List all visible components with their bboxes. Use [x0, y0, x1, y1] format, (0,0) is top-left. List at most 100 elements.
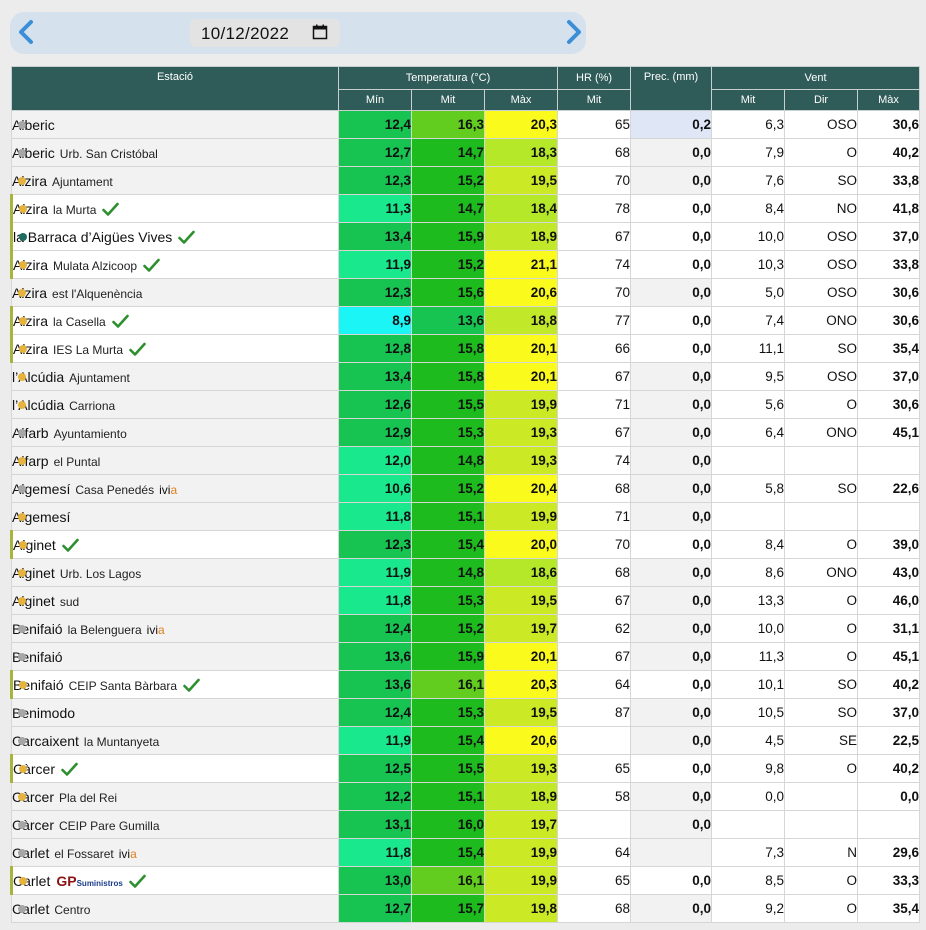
- temp-max-header[interactable]: Màx: [483, 89, 559, 111]
- temp-max-cell: 19,3: [483, 418, 559, 447]
- table-row[interactable]: Algemesí 11,8 15,1 19,9 71 0,0: [11, 502, 921, 531]
- table-row[interactable]: Alberic Urb. San Cristóbal 12,7 14,7 18,3 68 0…: [11, 138, 921, 167]
- temp-avg-header[interactable]: Mit: [411, 89, 485, 111]
- humidity-cell: 68: [557, 474, 632, 503]
- table-row[interactable]: Carcaixent la Muntanyeta 11,9 15,4 20,6 0,0 4,…: [11, 726, 921, 755]
- station-cell[interactable]: Càrcer CEIP Pare Gumilla: [11, 810, 339, 839]
- station-name[interactable]: Algemesí: [12, 508, 71, 525]
- wind-dir-cell: [784, 782, 859, 811]
- station-cell[interactable]: Alzira Ajuntament: [11, 166, 339, 195]
- table-row[interactable]: Carlet Centro 12,7 15,7 19,8 68 0,0 9,2 O 35,4: [11, 894, 921, 923]
- humidity-cell: 71: [557, 502, 632, 531]
- station-cell[interactable]: Algemesí: [11, 502, 339, 531]
- table-row[interactable]: Benimodo 12,4 15,3 19,5 87 0,0 10,5 SO 37,0: [11, 698, 921, 727]
- station-cell[interactable]: Alginet sud: [11, 586, 339, 615]
- wind-header[interactable]: Vent: [711, 66, 921, 90]
- station-name[interactable]: Benifaió: [12, 620, 63, 637]
- wind-dir-header[interactable]: Dir: [784, 89, 859, 111]
- wind-avg-cell: 5,0: [711, 278, 786, 307]
- station-cell[interactable]: Benifaió CEIP Santa Bàrbara: [10, 670, 339, 699]
- station-cell[interactable]: Carlet GPSuministros: [10, 866, 339, 895]
- table-row[interactable]: Alginet Urb. Los Lagos 11,9 14,8 18,6 68 0,0 8,…: [11, 558, 921, 587]
- hr-avg-header[interactable]: Mit: [557, 89, 632, 111]
- station-name[interactable]: Benifaió: [13, 676, 64, 693]
- station-cell[interactable]: Benifaió la Belenguera ivia: [11, 614, 339, 643]
- station-name[interactable]: l’Alcúdia: [12, 396, 65, 413]
- station-name[interactable]: Algemesí: [12, 480, 71, 497]
- table-row[interactable]: Alzira la Casella 8,9 13,6 18,8 77 0,0 7,4 ONO 30…: [10, 306, 921, 335]
- temp-min-cell: 12,6: [338, 390, 412, 419]
- wind-max-header[interactable]: Màx: [857, 89, 921, 111]
- station-cell[interactable]: Càrcer Pla del Rei: [11, 782, 339, 811]
- station-cell[interactable]: Alginet Urb. Los Lagos: [11, 558, 339, 587]
- station-cell[interactable]: Alberic Urb. San Cristóbal: [11, 138, 339, 167]
- table-row[interactable]: Alzira Ajuntament 12,3 15,2 19,5 70 0,0 7,6 SO 33…: [11, 166, 921, 195]
- station-cell[interactable]: Alfarp el Puntal: [11, 446, 339, 475]
- station-name[interactable]: l’Alcúdia: [12, 368, 65, 385]
- temp-min-header[interactable]: Mín: [338, 89, 412, 111]
- station-cell[interactable]: Alzira Mulata Alzicoop: [10, 250, 339, 279]
- precipitation-header[interactable]: Prec. (mm): [630, 66, 713, 111]
- wind-avg-header[interactable]: Mit: [711, 89, 786, 111]
- station-name[interactable]: Benifaió: [12, 648, 63, 665]
- date-input[interactable]: 10/12/2022: [190, 19, 340, 47]
- table-row[interactable]: Alzira IES La Murta 12,8 15,8 20,1 66 0,0 11,1 S…: [10, 334, 921, 363]
- temp-max-cell: 20,3: [483, 110, 559, 139]
- table-row[interactable]: Benifaió 13,6 15,9 20,1 67 0,0 11,3 O 45,1: [11, 642, 921, 671]
- station-cell[interactable]: l’Alcúdia Carriona: [11, 390, 339, 419]
- station-cell[interactable]: Carcaixent la Muntanyeta: [11, 726, 339, 755]
- station-cell[interactable]: Alginet: [10, 530, 339, 559]
- table-row[interactable]: Carlet el Fossaret ivia 11,8 15,4 19,9 64 7,3 N 2…: [11, 838, 921, 867]
- table-row[interactable]: l’Alcúdia Carriona 12,6 15,5 19,9 71 0,0 5,6 O 30…: [11, 390, 921, 419]
- wind-max-cell: 22,6: [857, 474, 921, 503]
- table-row[interactable]: Alfarp el Puntal 12,0 14,8 19,3 74 0,0: [11, 446, 921, 475]
- station-cell[interactable]: Alfarb Ayuntamiento: [11, 418, 339, 447]
- table-row[interactable]: l’Alcúdia Ajuntament 13,4 15,8 20,1 67 0,0 9,5 O…: [11, 362, 921, 391]
- station-name[interactable]: Benimodo: [12, 704, 76, 721]
- station-subname: la Muntanyeta: [83, 734, 160, 749]
- table-row[interactable]: Benifaió la Belenguera ivia 12,4 15,2 19,7 62 0…: [11, 614, 921, 643]
- table-row[interactable]: Càrcer Pla del Rei 12,2 15,1 18,9 58 0,0 0,0 0,0: [11, 782, 921, 811]
- wind-avg-cell: 7,6: [711, 166, 786, 195]
- temp-avg-cell: 15,8: [411, 362, 485, 391]
- humidity-header[interactable]: HR (%): [557, 66, 632, 90]
- table-row[interactable]: Càrcer CEIP Pare Gumilla 13,1 16,0 19,7 0,0: [11, 810, 921, 839]
- calendar-icon[interactable]: [312, 24, 328, 40]
- table-row[interactable]: Alfarb Ayuntamiento 12,9 15,3 19,3 67 0,0 6,4 ON…: [11, 418, 921, 447]
- station-cell[interactable]: Alzira IES La Murta: [10, 334, 339, 363]
- station-header[interactable]: Estació: [11, 66, 339, 111]
- temp-min-cell: 12,4: [338, 698, 412, 727]
- precipitation-cell: 0,0: [630, 418, 713, 447]
- table-row[interactable]: Carlet GPSuministros 13,0 16,1 19,9 65 0,0 8,5 O…: [10, 866, 921, 895]
- station-cell[interactable]: Benifaió: [11, 642, 339, 671]
- station-cell[interactable]: Alzira la Murta: [10, 194, 339, 223]
- station-cell[interactable]: la Barraca d’Aigües Vives: [10, 222, 339, 251]
- wind-dir-cell: OSO: [784, 110, 859, 139]
- table-row[interactable]: Alzira Mulata Alzicoop 11,9 15,2 21,1 74 0,0 10…: [10, 250, 921, 279]
- wind-avg-cell: 9,5: [711, 362, 786, 391]
- table-row[interactable]: Benifaió CEIP Santa Bàrbara 13,6 16,1 20,3 64…: [10, 670, 921, 699]
- table-row[interactable]: Algemesí Casa Penedés ivia 10,6 15,2 20,4 68 0,…: [11, 474, 921, 503]
- table-row[interactable]: Alzira la Murta 11,3 14,7 18,4 78 0,0 8,4 NO 41,8: [10, 194, 921, 223]
- chevron-left-icon[interactable]: [12, 17, 42, 47]
- table-row[interactable]: la Barraca d’Aigües Vives 13,4 15,9 18,9 67 0…: [10, 222, 921, 251]
- table-row[interactable]: Alginet 12,3 15,4 20,0 70 0,0 8,4 O 39,0: [10, 530, 921, 559]
- temperature-header[interactable]: Temperatura (°C): [337, 66, 559, 90]
- station-cell[interactable]: Alzira est l'Alquenència: [11, 278, 339, 307]
- station-cell[interactable]: Alberic: [11, 110, 339, 139]
- station-cell[interactable]: Algemesí Casa Penedés ivia: [11, 474, 339, 503]
- station-cell[interactable]: Càrcer: [10, 754, 339, 783]
- temp-avg-cell: 14,8: [411, 446, 485, 475]
- table-row[interactable]: Alzira est l'Alquenència 12,3 15,6 20,6 70 0,0…: [11, 278, 921, 307]
- station-cell[interactable]: Benimodo: [11, 698, 339, 727]
- station-name[interactable]: la Barraca d’Aigües Vives: [13, 228, 173, 245]
- station-name[interactable]: Carcaixent: [12, 732, 79, 749]
- table-row[interactable]: Càrcer 12,5 15,5 19,3 65 0,0 9,8 O 40,2: [10, 754, 921, 783]
- station-cell[interactable]: Carlet el Fossaret ivia: [11, 838, 339, 867]
- station-cell[interactable]: Alzira la Casella: [10, 306, 339, 335]
- table-row[interactable]: Alginet sud 11,8 15,3 19,5 67 0,0 13,3 O 46,0: [11, 586, 921, 615]
- station-cell[interactable]: l’Alcúdia Ajuntament: [11, 362, 339, 391]
- chevron-right-icon[interactable]: [558, 17, 588, 47]
- table-row[interactable]: Alberic 12,4 16,3 20,3 65 0,2 6,3 OSO 30,6: [11, 110, 921, 139]
- station-cell[interactable]: Carlet Centro: [11, 894, 339, 923]
